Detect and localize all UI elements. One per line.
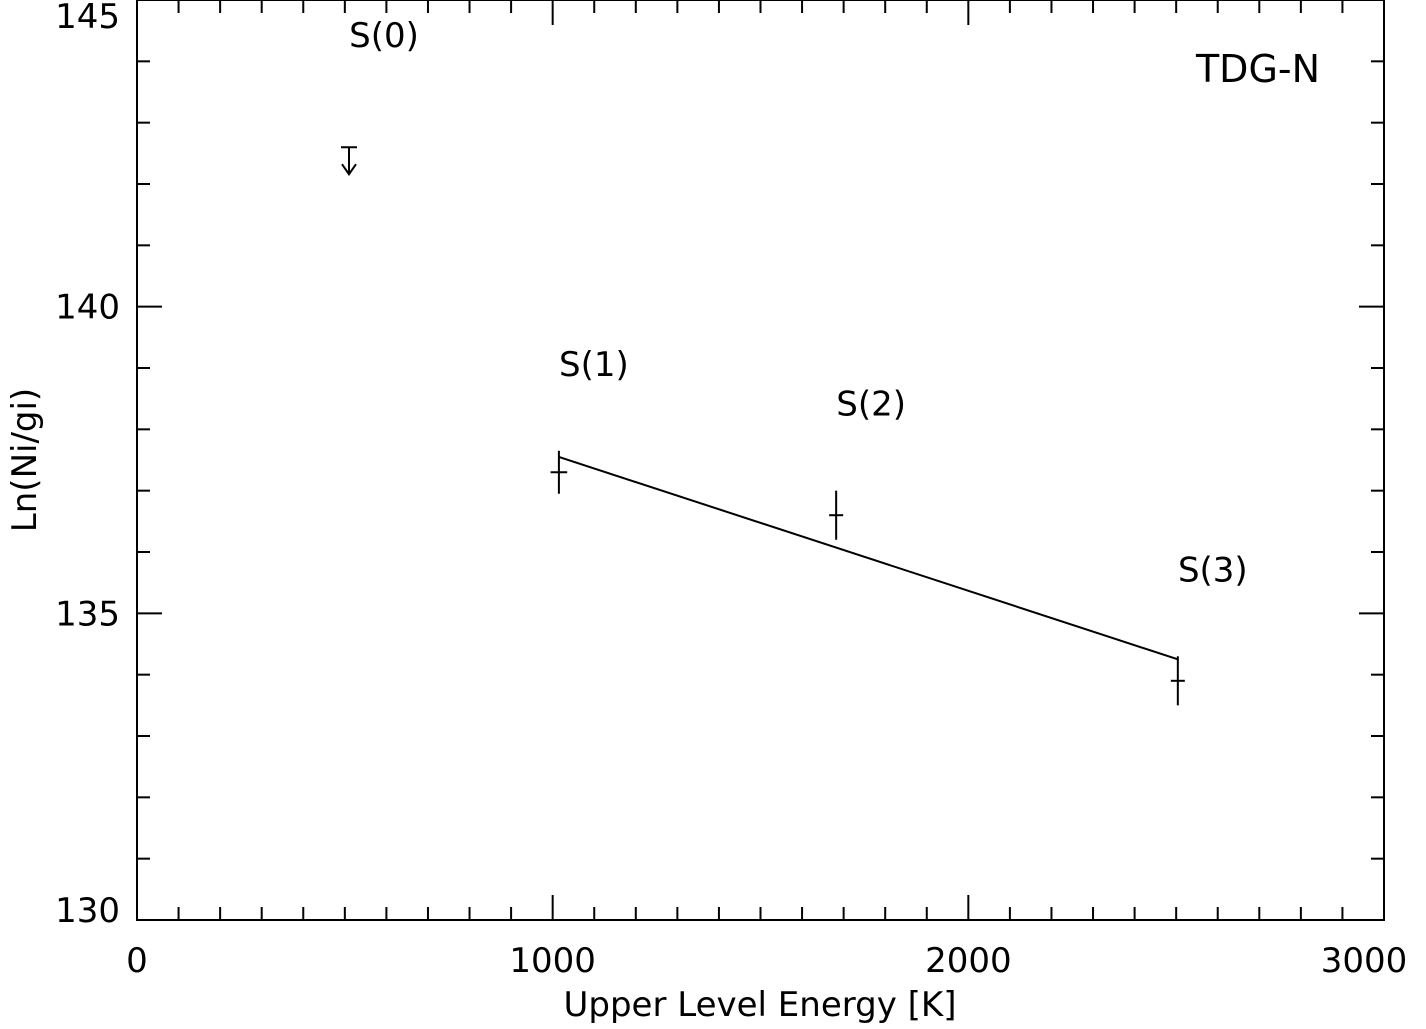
y-tick-label: 130: [55, 891, 120, 931]
x-tick-label: 0: [126, 941, 148, 981]
point-label: S(3): [1178, 550, 1248, 590]
y-tick-label: 135: [55, 594, 120, 634]
point-label: S(2): [836, 385, 906, 425]
y-tick-label: 145: [55, 0, 120, 37]
upper-limit-arrowhead: [341, 163, 357, 176]
x-tick-label: 1000: [509, 941, 596, 981]
data-point: [829, 490, 844, 540]
fit-line: [558, 455, 1179, 661]
x-axis-ticks: [136, 0, 1385, 920]
y-axis-title: Ln(Ni/gi): [5, 388, 45, 532]
x-axis-title: Upper Level Energy [K]: [564, 985, 957, 1024]
x-tick-label: 3000: [1321, 941, 1408, 981]
data-point: [550, 450, 568, 494]
y-axis-ticks: [137, 0, 1384, 921]
fit-line-group: [558, 455, 1179, 661]
x-axis-tick-labels: 0 1000 2000 3000: [126, 941, 1407, 981]
y-tick-label: 140: [55, 288, 120, 328]
point-label: S(1): [559, 345, 629, 385]
plot-frame: [136, 0, 1385, 921]
data-point: [1170, 656, 1185, 706]
point-annotations: S(0) S(1) S(2) S(3): [349, 16, 1248, 590]
panel-label: TDG-N: [1195, 47, 1320, 91]
upper-limit-marker: [340, 146, 357, 176]
x-tick-label: 2000: [925, 941, 1012, 981]
y-axis-tick-labels: 130 135 140 145: [55, 0, 120, 931]
point-label: S(0): [349, 16, 419, 56]
data-points: [340, 146, 1185, 706]
